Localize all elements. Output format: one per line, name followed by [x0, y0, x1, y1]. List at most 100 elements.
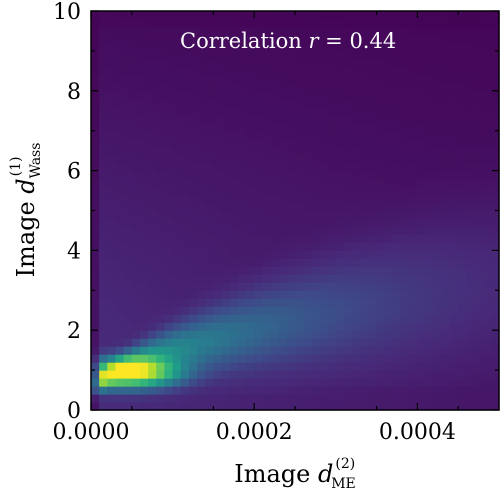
heatmap-cell	[311, 122, 321, 132]
heatmap-cell	[384, 338, 394, 347]
heatmap-cell	[466, 18, 476, 28]
heatmap-cell	[433, 34, 443, 44]
heatmap-cell	[303, 74, 312, 84]
heatmap-cell	[335, 130, 345, 140]
heatmap-cell	[441, 178, 451, 188]
heatmap-cell	[188, 290, 198, 299]
heatmap-cell	[254, 34, 263, 44]
heatmap-cell	[262, 274, 272, 283]
heatmap-cell	[490, 58, 500, 68]
heatmap-cell	[295, 82, 304, 92]
heatmap-cell	[474, 274, 484, 283]
heatmap-cell	[180, 386, 190, 395]
heatmap-cell	[392, 106, 402, 116]
heatmap-cell	[352, 146, 361, 156]
heatmap-cell	[205, 250, 214, 259]
heatmap-cell	[99, 370, 108, 379]
heatmap-cell	[392, 282, 402, 291]
heatmap-cell	[221, 114, 231, 124]
heatmap-cell	[99, 394, 108, 403]
heatmap-cell	[148, 394, 157, 403]
heatmap-cell	[221, 154, 231, 164]
heatmap-cell	[164, 11, 174, 20]
heatmap-cell	[164, 314, 174, 323]
heatmap-cell	[270, 306, 280, 315]
heatmap-cell	[286, 322, 296, 331]
heatmap-cell	[401, 11, 410, 20]
heatmap-cell	[254, 258, 263, 267]
heatmap-cell	[172, 186, 182, 196]
heatmap-cell	[482, 266, 492, 275]
heatmap-cell	[205, 210, 214, 220]
heatmap-cell	[205, 242, 214, 251]
heatmap-cell	[466, 258, 476, 267]
heatmap-cell	[107, 146, 117, 156]
heatmap-cell	[262, 186, 272, 196]
heatmap-cell	[148, 362, 157, 371]
heatmap-cell	[270, 66, 280, 76]
heatmap-cell	[392, 170, 402, 180]
heatmap-cell	[107, 11, 117, 20]
heatmap-cell	[148, 282, 157, 291]
heatmap-cell	[417, 386, 427, 395]
heatmap-cell	[343, 402, 353, 411]
heatmap-cell	[107, 74, 117, 84]
heatmap-cell	[433, 298, 443, 307]
heatmap-cell	[246, 330, 255, 339]
heatmap-cell	[474, 98, 484, 108]
heatmap-cell	[441, 58, 451, 68]
heatmap-cell	[172, 154, 182, 164]
heatmap-cell	[295, 298, 304, 307]
heatmap-cell	[205, 58, 214, 68]
heatmap-cell	[270, 266, 280, 275]
heatmap-cell	[295, 194, 304, 204]
heatmap-cell	[213, 258, 223, 267]
heatmap-cell	[262, 11, 272, 20]
heatmap-cell	[221, 378, 231, 387]
heatmap-cell	[352, 58, 361, 68]
heatmap-cell	[441, 114, 451, 124]
heatmap-cell	[148, 226, 157, 236]
heatmap-cell	[343, 186, 353, 196]
heatmap-cell	[376, 266, 386, 275]
heatmap-cell	[311, 298, 321, 307]
heatmap-cell	[327, 266, 337, 275]
heatmap-cell	[237, 178, 247, 188]
heatmap-cell	[221, 298, 231, 307]
heatmap-cell	[450, 322, 459, 331]
heatmap-cell	[490, 314, 500, 323]
heatmap-cell	[180, 154, 190, 164]
heatmap-cell	[278, 194, 288, 204]
heatmap-cell	[115, 18, 125, 28]
heatmap-cell	[441, 330, 451, 339]
heatmap-cell	[107, 250, 117, 259]
heatmap-cell	[319, 154, 329, 164]
heatmap-cell	[311, 178, 321, 188]
heatmap-cell	[107, 58, 117, 68]
heatmap-cell	[91, 314, 100, 323]
heatmap-cell	[197, 330, 206, 339]
heatmap-cell	[401, 82, 410, 92]
heatmap-cell	[270, 26, 280, 36]
heatmap-cell	[319, 290, 329, 299]
heatmap-cell	[368, 178, 378, 188]
heatmap-cell	[139, 138, 149, 148]
heatmap-cell	[343, 282, 353, 291]
heatmap-cell	[254, 170, 263, 180]
heatmap-cell	[131, 90, 141, 100]
heatmap-cell	[188, 58, 198, 68]
heatmap-cell	[327, 194, 337, 204]
heatmap-cell	[409, 194, 418, 204]
heatmap-cell	[91, 162, 100, 172]
heatmap-cell	[327, 298, 337, 307]
x-label-var: d	[318, 460, 333, 488]
heatmap-cell	[482, 338, 492, 347]
heatmap-cell	[450, 346, 459, 355]
heatmap-cell	[352, 66, 361, 76]
heatmap-cell	[401, 114, 410, 124]
heatmap-cell	[115, 226, 125, 236]
heatmap-cell	[319, 194, 329, 204]
heatmap-cell	[221, 290, 231, 299]
heatmap-cell	[254, 178, 263, 188]
heatmap-cell	[164, 106, 174, 116]
